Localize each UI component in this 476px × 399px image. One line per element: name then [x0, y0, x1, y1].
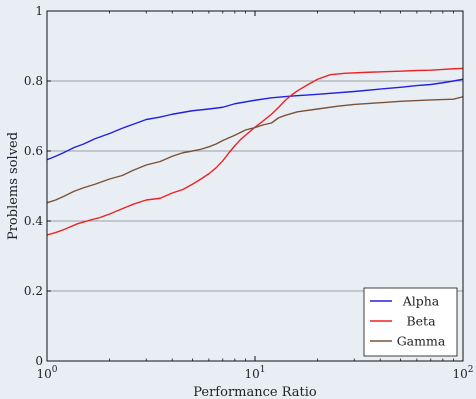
series-line-alpha [46, 78, 464, 161]
legend-label-beta: Beta [406, 314, 436, 329]
y-tick-labels: 0 0.2 0.4 0.6 0.8 1 [24, 4, 43, 368]
legend-label-gamma: Gamma [397, 334, 446, 349]
legend-label-alpha: Alpha [402, 294, 440, 309]
x-tick-label: 101 [244, 365, 265, 381]
legend: Alpha Beta Gamma [363, 287, 458, 357]
y-tick-label: 0 [35, 354, 43, 368]
x-tick-label: 102 [452, 365, 473, 381]
legend-box [363, 287, 458, 357]
y-tick-label: 0.2 [24, 284, 43, 298]
series-line-gamma [46, 96, 464, 204]
series-line-beta [46, 67, 464, 236]
series-layer [46, 67, 464, 236]
x-tick-labels: 100 101 102 [36, 365, 473, 381]
x-tick-label: 100 [36, 365, 57, 381]
x-axis-title: Performance Ratio [193, 385, 317, 399]
y-tick-label: 0.6 [24, 144, 43, 158]
y-tick-label: 1 [35, 4, 43, 18]
axis-ticks [46, 10, 464, 362]
y-axis-title: Problems solved [6, 132, 21, 240]
y-tick-label: 0.8 [24, 74, 43, 88]
y-tick-label: 0.4 [24, 214, 43, 228]
